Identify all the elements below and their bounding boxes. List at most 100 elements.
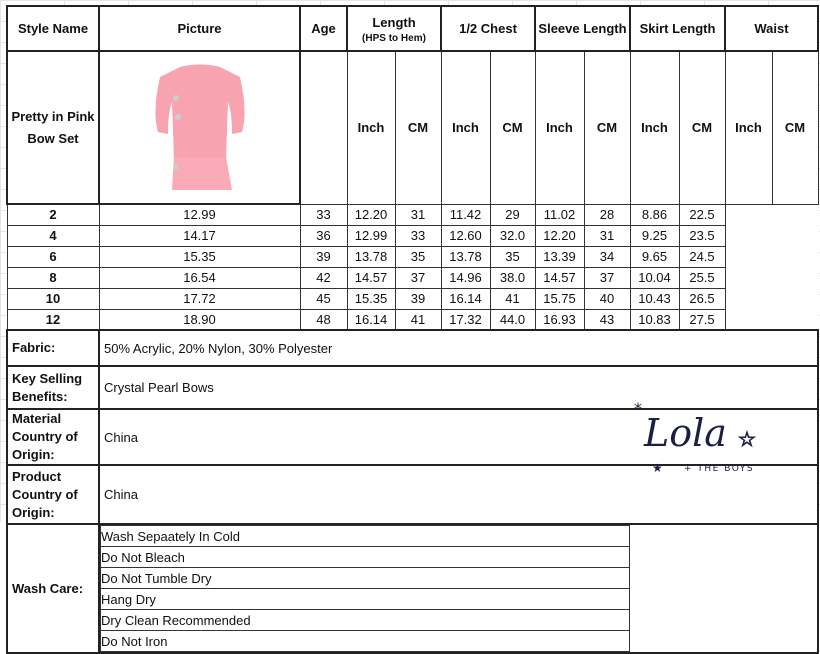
age-unit-blank <box>299 50 348 205</box>
sleeve-in-cell: 13.78 <box>440 245 491 268</box>
waist-in-cell: 10.04 <box>629 266 680 289</box>
waist-cm-cell: 22.5 <box>678 203 726 226</box>
wash-care-item: Do Not Bleach <box>100 546 630 568</box>
chest-cm-cell: 31 <box>394 203 442 226</box>
chest-cm-cell: 41 <box>394 308 442 331</box>
header-style-name: Style Name <box>6 5 100 52</box>
chest-in-cell: 12.99 <box>346 224 396 247</box>
material-origin-label: Material Country of Origin: <box>6 408 100 466</box>
chest-in-cell: 12.20 <box>346 203 396 226</box>
length-cm-unit: CM <box>394 50 442 205</box>
wash-care-item: Do Not Tumble Dry <box>100 567 630 589</box>
unit-row: Pretty in Pink Bow Set Inch CM Inch CM I… <box>6 50 819 205</box>
wash-care-item: Dry Clean Recommended <box>100 609 630 631</box>
waist-cm-cell: 24.5 <box>678 245 726 268</box>
size-row: 6 15.35 39 13.78 35 13.78 35 13.39 34 9.65 24.5 <box>6 245 818 268</box>
waist-cm-cell: 27.5 <box>678 308 726 331</box>
waist-in-cell: 10.43 <box>629 287 680 310</box>
chest-in-cell: 13.78 <box>346 245 396 268</box>
fabric-row: Fabric: 50% Acrylic, 20% Nylon, 30% Poly… <box>6 329 819 367</box>
chest-in-cell: 15.35 <box>346 287 396 310</box>
size-row: 2 12.99 33 12.20 31 11.42 29 11.02 28 8.86 22.5 <box>6 203 818 226</box>
chest-cm-unit: CM <box>489 50 536 205</box>
size-row: 10 17.72 45 15.35 39 16.14 41 15.75 40 10.43 26.5 <box>6 287 818 310</box>
sleeve-cm-cell: 35 <box>489 245 536 268</box>
sleeve-cm-unit: CM <box>583 50 631 205</box>
waist-cm-cell: 25.5 <box>678 266 726 289</box>
age-cell: 10 <box>6 287 100 310</box>
product-origin-label: Product Country of Origin: <box>6 464 100 525</box>
skirt-in-cell: 14.57 <box>534 266 585 289</box>
sleeve-cm-cell: 44.0 <box>489 308 536 331</box>
header-picture: Picture <box>98 5 301 52</box>
chest-cm-cell: 35 <box>394 245 442 268</box>
wash-care-text: Do Not Tumble Dry <box>100 567 630 589</box>
age-cell: 8 <box>6 266 100 289</box>
header-skirt: Skirt Length <box>629 5 726 52</box>
length-sub-label: (HPS to Hem) <box>362 33 426 44</box>
sleeve-cm-cell: 32.0 <box>489 224 536 247</box>
key-selling-value: Crystal Pearl Bows <box>98 365 819 410</box>
lola-logo: * Lola ☆ ★ + THE BOYS <box>634 400 756 475</box>
sleeve-in-cell: 14.96 <box>440 266 491 289</box>
size-row: 4 14.17 36 12.99 33 12.60 32.0 12.20 31 9.25 23.5 <box>6 224 818 247</box>
len-cm-cell: 42 <box>299 266 348 289</box>
wash-care-text: Do Not Iron <box>100 630 630 652</box>
fabric-label: Fabric: <box>6 329 100 367</box>
wash-care-item: Wash Sepaately In Cold <box>100 525 630 547</box>
skirt-cm-cell: 40 <box>583 287 631 310</box>
wash-care-text: Do Not Bleach <box>100 546 630 568</box>
length-inch-unit: Inch <box>346 50 396 205</box>
len-in-cell: 12.99 <box>98 203 301 226</box>
svg-text:☆: ☆ <box>738 427 756 451</box>
len-cm-cell: 45 <box>299 287 348 310</box>
len-in-cell: 16.54 <box>98 266 301 289</box>
len-cm-cell: 36 <box>299 224 348 247</box>
waist-cm-unit: CM <box>771 50 819 205</box>
style-name: Pretty in Pink Bow Set <box>6 50 100 205</box>
sleeve-inch-unit: Inch <box>534 50 585 205</box>
waist-inch-unit: Inch <box>724 50 773 205</box>
product-picture <box>98 50 301 205</box>
wash-care-cell: Wash Sepaately In Cold Do Not Bleach Do No… <box>98 523 819 654</box>
wash-care-item: Do Not Iron <box>100 630 630 652</box>
key-selling-label: Key Selling Benefits: <box>6 365 100 410</box>
key-selling-row: Key Selling Benefits: Crystal Pearl Bows <box>6 365 819 410</box>
skirt-inch-unit: Inch <box>629 50 680 205</box>
wash-care-list: Wash Sepaately In Cold Do Not Bleach Do No… <box>100 525 630 652</box>
chest-inch-unit: Inch <box>440 50 491 205</box>
garment-image <box>155 64 245 190</box>
len-cm-cell: 33 <box>299 203 348 226</box>
waist-in-cell: 8.86 <box>629 203 680 226</box>
sleeve-in-cell: 17.32 <box>440 308 491 331</box>
size-spec-table: Style Name Picture Age Length (HPS to Hem… <box>6 5 819 654</box>
sleeve-in-cell: 12.60 <box>440 224 491 247</box>
svg-text:★: ★ <box>652 461 663 475</box>
age-cell: 6 <box>6 245 100 268</box>
len-in-cell: 14.17 <box>98 224 301 247</box>
age-cell: 2 <box>6 203 100 226</box>
waist-in-cell: 10.83 <box>629 308 680 331</box>
skirt-cm-cell: 28 <box>583 203 631 226</box>
waist-cm-cell: 26.5 <box>678 287 726 310</box>
skirt-in-cell: 13.39 <box>534 245 585 268</box>
size-row: 12 18.90 48 16.14 41 17.32 44.0 16.93 43 10.83 27.… <box>6 308 818 331</box>
wash-care-text: Hang Dry <box>100 588 630 610</box>
skirt-in-cell: 15.75 <box>534 287 585 310</box>
skirt-in-cell: 11.02 <box>534 203 585 226</box>
chest-in-cell: 16.14 <box>346 308 396 331</box>
waist-cm-cell: 23.5 <box>678 224 726 247</box>
wash-care-label: Wash Care: <box>6 523 100 654</box>
chest-cm-cell: 37 <box>394 266 442 289</box>
sleeve-in-cell: 11.42 <box>440 203 491 226</box>
sleeve-cm-cell: 29 <box>489 203 536 226</box>
wash-care-item: Hang Dry <box>100 588 630 610</box>
skirt-cm-cell: 34 <box>583 245 631 268</box>
wash-care-text: Dry Clean Recommended <box>100 609 630 631</box>
len-in-cell: 15.35 <box>98 245 301 268</box>
header-row: Style Name Picture Age Length (HPS to Hem… <box>6 5 819 52</box>
material-origin-row: Material Country of Origin: China <box>6 408 819 466</box>
header-chest: 1/2 Chest <box>440 5 536 52</box>
header-age: Age <box>299 5 348 52</box>
header-sleeve: Sleeve Length <box>534 5 631 52</box>
